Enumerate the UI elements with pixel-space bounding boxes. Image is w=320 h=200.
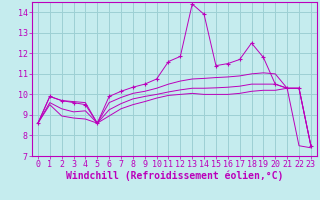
X-axis label: Windchill (Refroidissement éolien,°C): Windchill (Refroidissement éolien,°C) <box>66 171 283 181</box>
